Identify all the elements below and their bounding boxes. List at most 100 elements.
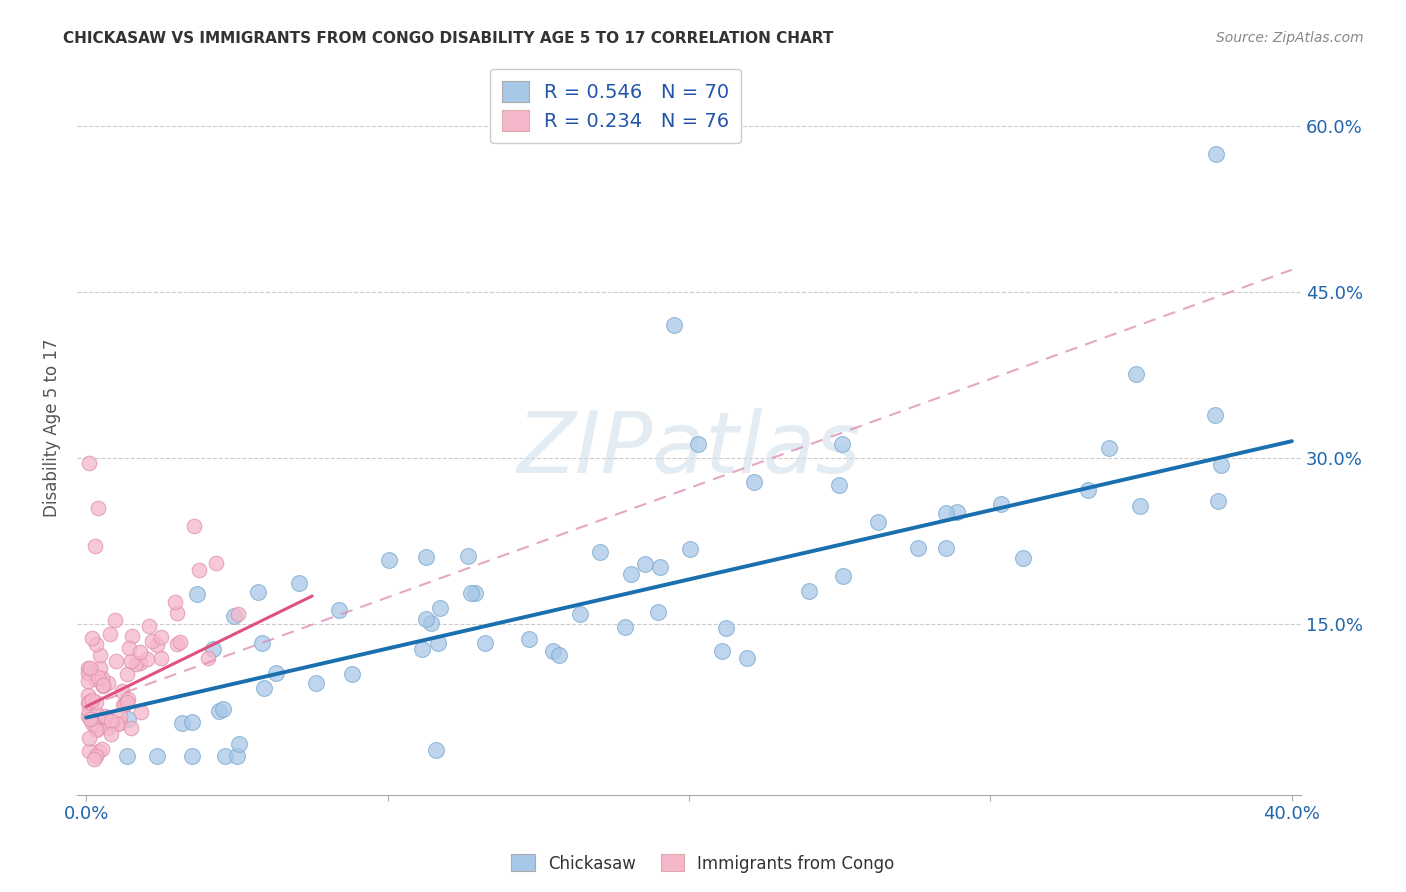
Point [735, 651, 758, 665]
Point [186, 587, 208, 601]
Point [832, 569, 855, 583]
Point [328, 603, 350, 617]
Point [548, 648, 571, 662]
Point [474, 636, 496, 650]
Point [138, 619, 160, 633]
Point [77, 688, 100, 702]
Point [101, 716, 124, 731]
Point [117, 712, 139, 726]
Point [464, 585, 486, 599]
Point [647, 605, 669, 619]
Point [425, 743, 447, 757]
Point [84, 723, 107, 737]
Text: CHICKASAW VS IMMIGRANTS FROM CONGO DISABILITY AGE 5 TO 17 CORRELATION CHART: CHICKASAW VS IMMIGRANTS FROM CONGO DISAB… [63, 31, 834, 46]
Point [415, 612, 437, 626]
Point [163, 595, 186, 609]
Point [76, 666, 98, 681]
Point [378, 553, 401, 567]
Point [172, 716, 194, 731]
Point [141, 634, 163, 648]
Point [1125, 368, 1147, 382]
Text: ZIPatlas: ZIPatlas [517, 408, 860, 491]
Point [990, 497, 1012, 511]
Point [305, 676, 328, 690]
Point [247, 585, 270, 599]
Point [1206, 494, 1229, 508]
Point [111, 684, 134, 698]
Point [214, 749, 236, 764]
Point [129, 656, 152, 670]
Point [1204, 408, 1226, 422]
Point [91, 679, 114, 693]
Point [76, 673, 98, 688]
Point [1209, 458, 1232, 473]
Point [84, 539, 107, 553]
Point [90, 671, 112, 685]
Point [108, 715, 131, 730]
Point [135, 651, 157, 665]
Point [104, 613, 127, 627]
Point [226, 749, 249, 764]
Point [80, 631, 103, 645]
Point [91, 742, 114, 756]
Point [77, 456, 100, 470]
Point [907, 541, 929, 556]
Point [121, 629, 143, 643]
Point [76, 661, 98, 675]
Point [125, 657, 148, 671]
Point [187, 563, 209, 577]
Point [150, 630, 173, 644]
Point [197, 651, 219, 665]
Point [205, 556, 228, 570]
Point [145, 638, 167, 652]
Point [742, 475, 765, 489]
Point [79, 712, 101, 726]
Point [411, 642, 433, 657]
Point [108, 708, 131, 723]
Point [86, 707, 108, 722]
Text: Source: ZipAtlas.com: Source: ZipAtlas.com [1216, 31, 1364, 45]
Point [87, 500, 110, 515]
Point [1012, 551, 1035, 566]
Point [831, 437, 853, 451]
Point [1098, 441, 1121, 455]
Point [84, 672, 107, 686]
Point [76, 697, 98, 711]
Point [117, 667, 139, 681]
Point [678, 542, 700, 557]
Point [568, 607, 591, 621]
Point [97, 676, 120, 690]
Point [222, 609, 245, 624]
Point [650, 559, 672, 574]
Point [86, 723, 108, 737]
Point [166, 607, 188, 621]
Point [253, 681, 276, 696]
Point [89, 661, 111, 675]
Point [517, 632, 540, 646]
Point [228, 737, 250, 751]
Point [86, 695, 108, 709]
Point [620, 567, 643, 582]
Point [828, 478, 851, 492]
Point [86, 749, 108, 764]
Point [460, 586, 482, 600]
Point [1205, 146, 1227, 161]
Point [117, 696, 139, 710]
Point [114, 697, 136, 711]
Point [120, 721, 142, 735]
Point [201, 642, 224, 657]
Point [94, 709, 117, 723]
Point [117, 692, 139, 706]
Point [80, 693, 103, 707]
Point [183, 519, 205, 533]
Y-axis label: Disability Age 5 to 17: Disability Age 5 to 17 [44, 338, 60, 516]
Point [614, 620, 637, 634]
Point [180, 714, 202, 729]
Point [79, 661, 101, 675]
Point [935, 541, 957, 555]
Point [105, 717, 128, 731]
Point [415, 550, 437, 565]
Point [180, 749, 202, 764]
Point [169, 635, 191, 649]
Point [208, 704, 231, 718]
